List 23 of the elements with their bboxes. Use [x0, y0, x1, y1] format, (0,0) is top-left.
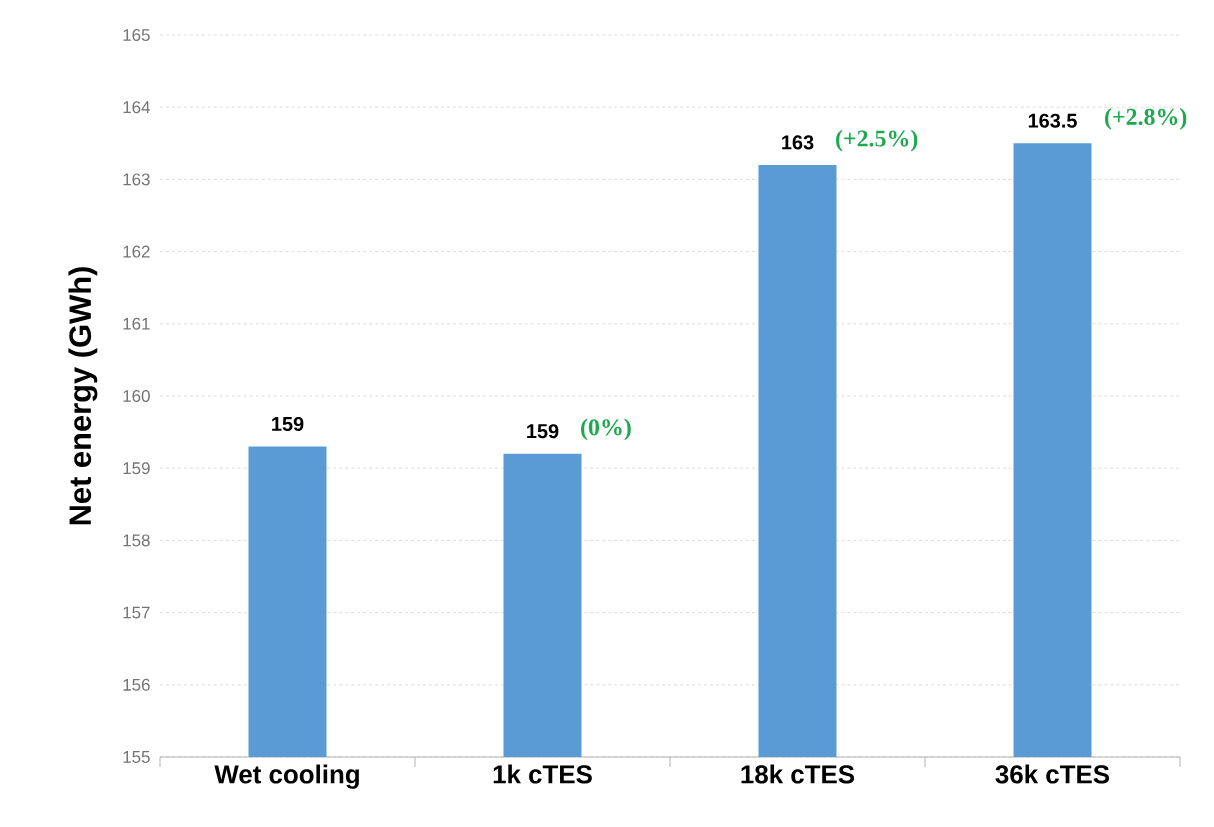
y-tick-label: 165: [123, 28, 150, 41]
data-label: 159: [527, 424, 559, 439]
x-tick-label: Wet cooling: [214, 764, 359, 789]
x-tick-label: 36k cTES: [995, 764, 1110, 784]
annotation: (0%): [581, 418, 631, 441]
y-tick-label: 155: [123, 751, 150, 763]
data-label: 159: [272, 416, 304, 432]
x-tick-label: 1k cTES: [493, 764, 592, 784]
y-tick-label: 162: [123, 245, 150, 258]
y-tick-label: 159: [123, 462, 150, 475]
x-tick-label: 18k cTES: [741, 764, 855, 784]
y-tick-label: 157: [123, 606, 150, 619]
data-label: 163: [782, 135, 814, 150]
y-tick-label: 161: [123, 317, 150, 330]
annotation: (+2.5%): [836, 129, 918, 152]
data-label: 163.5: [1028, 113, 1077, 128]
y-axis-title: Net energy (GWh): [68, 267, 98, 525]
y-tick-label: 163: [123, 173, 150, 186]
y-tick-label: 156: [123, 678, 150, 691]
y-tick-label: 160: [123, 390, 150, 402]
y-tick-label: 158: [123, 534, 150, 547]
y-tick-label: 164: [123, 101, 150, 114]
annotation: (+2.8%): [1105, 108, 1187, 130]
